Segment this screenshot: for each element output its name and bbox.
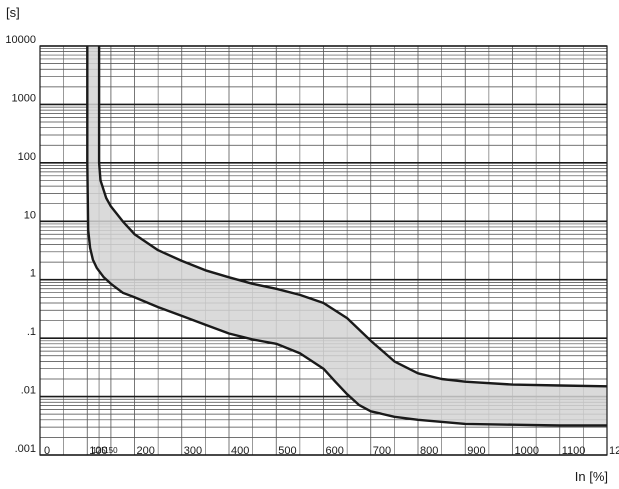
curves <box>86 46 608 427</box>
tolerance-band <box>87 46 608 426</box>
x-tick-label: 800 <box>420 445 438 457</box>
x-tick-label: 500 <box>278 445 296 457</box>
y-tick-label: .001 <box>15 443 36 455</box>
x-tick-label: 200 <box>137 445 155 457</box>
y-tick-label: 1 <box>30 268 36 280</box>
x-tick-label: 600 <box>326 445 344 457</box>
upper-curve <box>97 46 608 388</box>
y-tick-label: 10000 <box>5 34 36 46</box>
y-tick-label: .1 <box>27 326 36 338</box>
y-axis-ticks: 10000 1000 100 10 1 .1 .01 .001 <box>5 34 36 455</box>
plot-border <box>39 45 608 456</box>
y-tick-label: 10 <box>24 209 36 221</box>
x-tick-label: 0 <box>44 445 50 457</box>
y-tick-label: .01 <box>21 385 36 397</box>
lower-curve <box>86 46 607 427</box>
x-tick-label: 400 <box>231 445 249 457</box>
x-axis-title: In [%] <box>575 469 608 484</box>
tolerance-band-area <box>87 46 608 426</box>
x-tick-label: 1100 <box>562 445 586 457</box>
y-tick-label: 1000 <box>12 92 36 104</box>
x-tick-label: 300 <box>184 445 202 457</box>
y-axis-title: [s] <box>6 5 20 20</box>
x-tick-label: 1200 <box>609 445 619 457</box>
x-tick-label: 1000 <box>515 445 539 457</box>
plot-frame <box>39 45 608 456</box>
y-tick-label: 100 <box>18 151 36 163</box>
x-tick-label: 700 <box>373 445 391 457</box>
x-tick-label: 150 <box>104 446 118 455</box>
x-tick-label: 100 <box>89 445 107 457</box>
x-tick-label: 900 <box>467 445 485 457</box>
x-tick-label: 125 <box>92 446 106 455</box>
